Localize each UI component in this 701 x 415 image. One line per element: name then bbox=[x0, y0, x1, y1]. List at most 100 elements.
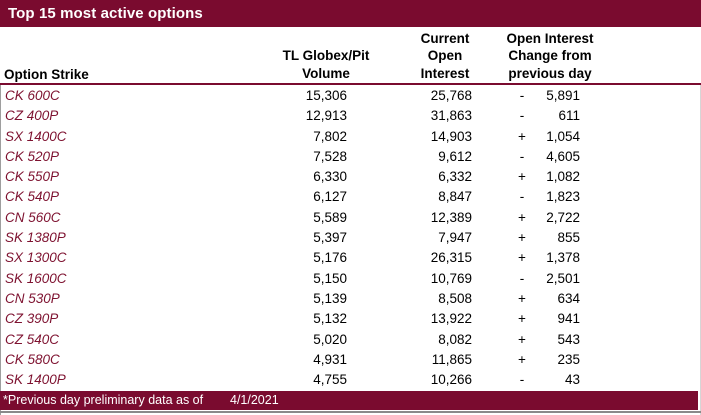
change-sign: - bbox=[519, 189, 525, 205]
change-value: 2,501 bbox=[546, 270, 580, 286]
volume-cell: 5,397 bbox=[313, 230, 347, 246]
option-strike-cell: SX 1400C bbox=[5, 128, 67, 144]
change-value: 634 bbox=[557, 290, 580, 306]
footnote-date: 4/1/2021 bbox=[230, 393, 279, 407]
change-value: 43 bbox=[564, 372, 580, 388]
table-row: SX 1400C 7,802 14,903 + 1,054 bbox=[0, 127, 701, 147]
footnote-text: *Previous day preliminary data as of bbox=[3, 393, 204, 407]
change-cell: + 1,082 bbox=[472, 167, 580, 187]
open-interest-cell: 11,865 bbox=[431, 351, 472, 367]
option-strike-cell: SX 1300C bbox=[5, 250, 67, 266]
change-sign: - bbox=[519, 108, 525, 124]
change-cell: - 43 bbox=[472, 370, 580, 390]
header-open-interest: Current Open Interest bbox=[421, 30, 470, 83]
change-cell: + 634 bbox=[472, 289, 580, 309]
volume-cell: 5,150 bbox=[313, 270, 347, 286]
change-value: 543 bbox=[557, 331, 580, 347]
change-cell: - 611 bbox=[472, 106, 580, 126]
open-interest-cell: 14,903 bbox=[430, 128, 472, 144]
open-interest-cell: 8,082 bbox=[438, 331, 472, 347]
option-strike-cell: CZ 400P bbox=[5, 108, 59, 124]
volume-cell: 5,139 bbox=[313, 290, 347, 306]
option-strike-cell: SK 1600C bbox=[5, 270, 67, 286]
change-sign: + bbox=[518, 351, 526, 367]
title-bar: Top 15 most active options bbox=[0, 0, 701, 27]
header-divider bbox=[0, 83, 701, 85]
change-sign: - bbox=[519, 88, 525, 103]
change-value: 941 bbox=[557, 311, 580, 327]
volume-cell: 5,020 bbox=[313, 331, 347, 347]
change-sign: + bbox=[518, 311, 526, 327]
change-sign: - bbox=[519, 372, 525, 388]
change-cell: - 5,891 bbox=[472, 86, 580, 106]
change-cell: + 2,722 bbox=[472, 208, 580, 228]
change-sign: + bbox=[518, 169, 526, 185]
change-cell: + 855 bbox=[472, 228, 580, 248]
option-strike-cell: CK 540P bbox=[5, 189, 60, 205]
table-row: CN 530P 5,139 8,508 + 634 bbox=[0, 289, 701, 309]
change-cell: + 235 bbox=[472, 350, 580, 370]
volume-cell: 12,913 bbox=[305, 108, 347, 124]
change-value: 855 bbox=[557, 230, 580, 246]
table-row: CK 580C 4,931 11,865 + 235 bbox=[0, 350, 701, 370]
table-row: SK 1380P 5,397 7,947 + 855 bbox=[0, 228, 701, 248]
change-value: 235 bbox=[557, 351, 580, 367]
option-strike-cell: CN 560C bbox=[5, 209, 61, 225]
volume-cell: 4,931 bbox=[313, 351, 347, 367]
bottom-border bbox=[0, 411, 701, 413]
open-interest-cell: 26,315 bbox=[430, 250, 472, 266]
footer-bar: *Previous day preliminary data as of 4/1… bbox=[0, 391, 698, 410]
volume-cell: 4,755 bbox=[313, 372, 347, 388]
change-cell: - 1,823 bbox=[472, 187, 580, 207]
volume-cell: 6,127 bbox=[313, 189, 347, 205]
header-oi-change: Open Interest Change from previous day bbox=[506, 30, 593, 83]
change-cell: + 941 bbox=[472, 309, 580, 329]
change-value: 4,605 bbox=[546, 148, 580, 164]
volume-cell: 7,802 bbox=[313, 128, 347, 144]
table-row: CZ 400P 12,913 31,863 - 611 bbox=[0, 106, 701, 126]
change-value: 1,378 bbox=[546, 250, 580, 266]
change-cell: + 1,378 bbox=[472, 248, 580, 268]
open-interest-cell: 9,612 bbox=[438, 148, 472, 164]
option-strike-cell: CK 580C bbox=[5, 351, 60, 367]
page-title: Top 15 most active options bbox=[8, 5, 203, 22]
table-row: CK 540P 6,127 8,847 - 1,823 bbox=[0, 187, 701, 207]
option-strike-cell: SK 1400P bbox=[5, 372, 66, 388]
volume-cell: 5,176 bbox=[313, 250, 347, 266]
table-row: CZ 540C 5,020 8,082 + 543 bbox=[0, 330, 701, 350]
open-interest-cell: 8,508 bbox=[438, 290, 472, 306]
option-strike-cell: CK 600C bbox=[5, 88, 60, 103]
open-interest-cell: 6,332 bbox=[438, 169, 472, 185]
open-interest-cell: 31,863 bbox=[430, 108, 472, 124]
table-row: CK 600C 15,306 25,768 - 5,891 bbox=[0, 86, 701, 106]
change-sign: + bbox=[518, 209, 526, 225]
change-sign: + bbox=[518, 331, 526, 347]
column-headers: Option Strike TL Globex/Pit Volume Curre… bbox=[0, 27, 701, 83]
table-row: CZ 390P 5,132 13,922 + 941 bbox=[0, 309, 701, 329]
change-sign: + bbox=[518, 250, 526, 266]
volume-cell: 15,306 bbox=[305, 88, 347, 103]
table-row: CK 520P 7,528 9,612 - 4,605 bbox=[0, 147, 701, 167]
header-volume-line2: Volume bbox=[302, 65, 350, 81]
header-volume-line1: TL Globex/Pit bbox=[282, 48, 370, 63]
table-row: SK 1400P 4,755 10,266 - 43 bbox=[0, 370, 701, 390]
open-interest-cell: 12,389 bbox=[430, 209, 472, 225]
volume-cell: 5,589 bbox=[313, 209, 347, 225]
table-body: CK 600C 15,306 25,768 - 5,891 CZ 400P 12… bbox=[0, 86, 701, 390]
open-interest-cell: 10,769 bbox=[430, 270, 472, 286]
option-strike-cell: CZ 540C bbox=[5, 331, 60, 347]
header-oi-line3: Interest bbox=[420, 65, 470, 81]
table-row: SX 1300C 5,176 26,315 + 1,378 bbox=[0, 248, 701, 268]
header-change-line2: Change from bbox=[508, 48, 592, 63]
option-strike-cell: CN 530P bbox=[5, 290, 60, 306]
change-sign: + bbox=[518, 290, 526, 306]
header-volume: TL Globex/Pit Volume bbox=[283, 47, 370, 82]
option-strike-cell: CZ 390P bbox=[5, 311, 59, 327]
change-value: 1,082 bbox=[546, 169, 580, 185]
change-sign: + bbox=[518, 128, 526, 144]
open-interest-cell: 10,266 bbox=[430, 372, 472, 388]
change-value: 5,891 bbox=[546, 88, 580, 103]
change-value: 611 bbox=[558, 108, 580, 124]
header-change-line3: previous day bbox=[508, 65, 592, 81]
change-value: 1,823 bbox=[546, 189, 580, 205]
